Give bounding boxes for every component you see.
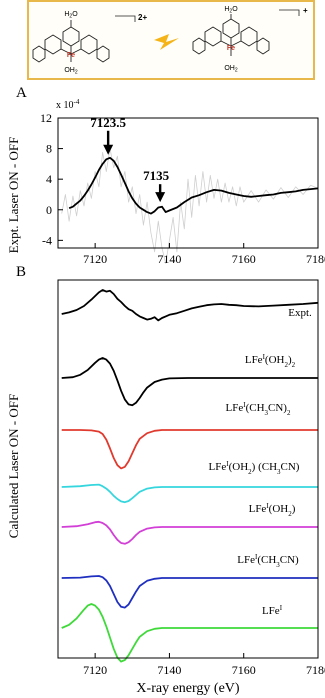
panel-b: B Calculated Laser ON - OFF Expt. LFeI(OH… — [6, 264, 325, 696]
panel-b-series-label: LFeI(OH2) (CH3CN) — [209, 460, 300, 476]
annotation-arrowhead — [103, 144, 114, 155]
panel-b-series-label: LFeI(CH3CN)2 — [226, 401, 291, 417]
panel-b-series-label: LFeI(OH2)2 — [245, 353, 296, 369]
panel-a-xtick-label: 7180 — [306, 252, 325, 266]
panel-b-xtick-label: 7140 — [157, 663, 181, 677]
left-charge: 2+ — [138, 13, 147, 22]
panel-a-frame — [57, 117, 319, 249]
panel-a-exponent: x 10-4 — [56, 98, 80, 111]
panel-a-xtick-label: 7140 — [157, 252, 181, 266]
panel-a-ytick-label: 4 — [46, 172, 52, 186]
panel-a-series-raw — [61, 148, 319, 264]
panel-b-series-label: LFeI(OH2) — [249, 502, 296, 518]
panel-b-series-5 — [61, 520, 318, 545]
panel-a-ytick-label: -4 — [42, 233, 52, 247]
left-complex — [32, 20, 110, 63]
panel-a-ytick-label: 8 — [46, 142, 52, 156]
panel-b-frame — [57, 279, 319, 659]
panel-a-axes: -4 0 4 8 12 7120 7140 7160 7180 — [40, 111, 325, 266]
annotation-arrowhead — [155, 192, 166, 203]
panel-a: A x 10-4 Expt. Laser ON - OFF -4 0 4 8 12 712… — [6, 85, 325, 266]
panel-b-axes: 7120 7140 7160 7180 — [57, 279, 325, 677]
left-metal: Fe — [67, 52, 75, 59]
left-top-ligand: H2O — [64, 11, 78, 20]
panel-b-xtick-label: 7160 — [232, 663, 256, 677]
panel-a-series — [61, 148, 319, 264]
panel-a-xtick-label: 7160 — [232, 252, 256, 266]
panel-b-xtick-label: 7120 — [83, 663, 107, 677]
panel-b-series-7 — [61, 603, 318, 663]
panel-b-xtick-label: 7180 — [306, 663, 325, 677]
panel-b-label: B — [16, 264, 26, 280]
panel-a-annotations: 7123.5 7135 — [90, 115, 170, 203]
panel-a-xtick-label: 7120 — [83, 252, 107, 266]
panel-a-label: A — [16, 85, 27, 101]
annotation-label: 7135 — [143, 168, 170, 183]
panel-b-series-label: LFeI — [262, 604, 283, 617]
left-bottom-ligand: OH2 — [64, 67, 78, 76]
panel-b-series-1 — [61, 289, 319, 322]
left-bracket — [115, 15, 136, 22]
lightning-bolt-icon — [154, 34, 179, 50]
panel-b-series-label: LFeI(CH3CN) — [237, 553, 299, 569]
right-charge: + — [303, 6, 308, 15]
panel-b-series-4 — [61, 483, 318, 504]
right-bracket — [279, 9, 300, 16]
right-top-ligand: H2O — [224, 6, 238, 15]
panel-a-ytick-label: 12 — [40, 111, 52, 125]
panel-b-series-2 — [61, 357, 318, 407]
panel-a-ylabel: Expt. Laser ON - OFF — [6, 137, 21, 254]
right-bottom-ligand: OH2 — [224, 65, 238, 74]
panel-b-series-label: Expt. — [288, 307, 312, 319]
panel-b-ylabel: Calculated Laser ON - OFF — [6, 394, 21, 538]
panel-a-series-smoothed — [68, 156, 319, 215]
structure-scheme: H2O Fe OH2 2+ H2O Fe OH2 + — [27, 0, 315, 80]
panel-b-series-6 — [61, 575, 318, 609]
panel-b-series: Expt. LFeI(OH2)2 LFeI(CH3CN)2 LFeI(OH2) (CH… — [61, 289, 319, 663]
panel-a-ytick-label: 0 — [46, 203, 52, 217]
panel-b-xlabel: X-ray energy (eV) — [136, 681, 239, 696]
annotation-label: 7123.5 — [90, 115, 126, 130]
right-complex — [192, 14, 270, 56]
panel-b-series-3 — [61, 429, 318, 470]
right-metal: Fe — [227, 45, 235, 52]
